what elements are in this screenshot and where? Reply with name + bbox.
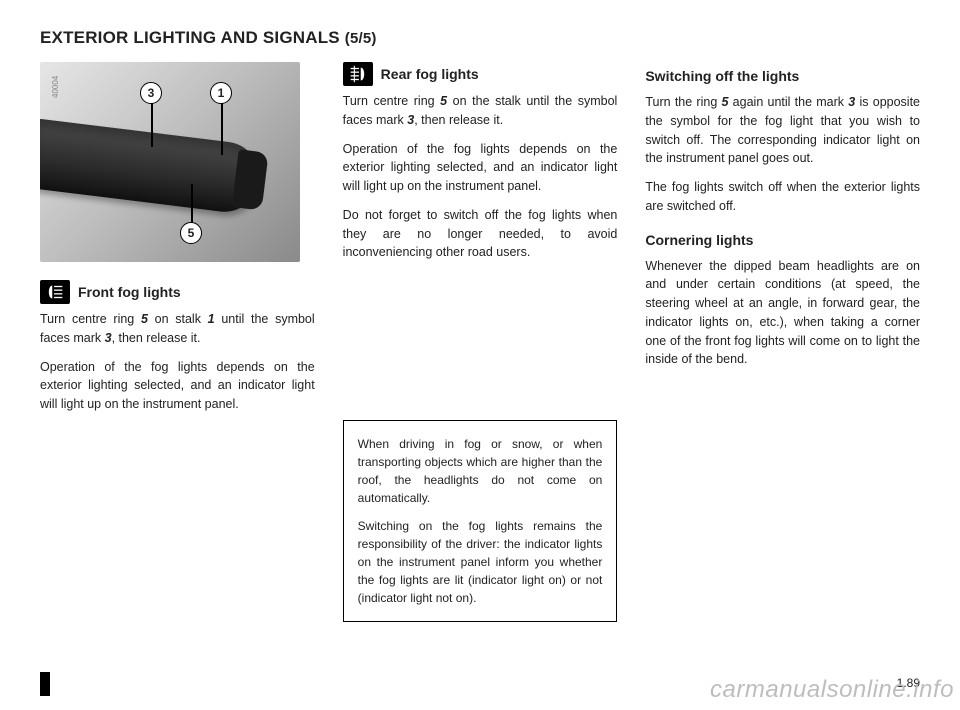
text: Turn the ring — [645, 95, 721, 109]
callout-5: 5 — [180, 222, 202, 244]
callout-line-3 — [151, 103, 153, 147]
content-columns: 40004 3 1 5 Front fog lights Turn centre… — [40, 62, 920, 622]
front-fog-p1: Turn centre ring 5 on stalk 1 until the … — [40, 310, 315, 348]
photo-code: 40004 — [50, 76, 62, 98]
column-2-inner: Rear fog lights Turn centre ring 5 on th… — [343, 62, 618, 622]
warning-p2: Switching on the fog lights remains the … — [358, 517, 603, 607]
rear-fog-p3: Do not forget to switch off the fog ligh… — [343, 206, 618, 262]
text: on stalk — [148, 312, 208, 326]
rear-fog-heading: Rear fog lights — [381, 64, 479, 85]
manual-page: EXTERIOR LIGHTING AND SIGNALS (5/5) 4000… — [0, 0, 960, 710]
text: Turn centre ring — [40, 312, 141, 326]
callout-1: 1 — [210, 82, 232, 104]
front-fog-heading-row: Front fog lights — [40, 280, 315, 304]
front-fog-p2: Operation of the fog lights depends on t… — [40, 358, 315, 414]
callout-3: 3 — [140, 82, 162, 104]
rear-fog-heading-row: Rear fog lights — [343, 62, 618, 86]
callout-line-5 — [191, 184, 193, 224]
ref-3: 3 — [105, 331, 112, 345]
title-suffix: (5/5) — [345, 30, 377, 47]
stalk-photo: 40004 3 1 5 — [40, 62, 300, 262]
front-fog-heading: Front fog lights — [78, 282, 181, 303]
warning-box: When driving in fog or snow, or when tra… — [343, 420, 618, 622]
cornering-heading: Cornering lights — [645, 230, 920, 251]
column-2: Rear fog lights Turn centre ring 5 on th… — [343, 62, 618, 622]
text: , then release it. — [414, 113, 503, 127]
switch-off-p2: The fog lights switch off when the exter… — [645, 178, 920, 216]
ref-5: 5 — [141, 312, 148, 326]
title-text: EXTERIOR LIGHTING AND SIGNALS — [40, 28, 345, 47]
text: Turn centre ring — [343, 94, 441, 108]
text: again until the mark — [728, 95, 848, 109]
page-title: EXTERIOR LIGHTING AND SIGNALS (5/5) — [40, 28, 920, 48]
column-3: Switching off the lights Turn the ring 5… — [645, 62, 920, 622]
callout-line-1 — [221, 103, 223, 155]
rear-fog-p1: Turn centre ring 5 on the stalk until th… — [343, 92, 618, 130]
column-1: 40004 3 1 5 Front fog lights Turn centre… — [40, 62, 315, 622]
front-fog-icon — [40, 280, 70, 304]
cornering-p1: Whenever the dipped beam headlights are … — [645, 257, 920, 370]
switch-off-heading: Switching off the lights — [645, 66, 920, 87]
rear-fog-p2: Operation of the fog lights depends on t… — [343, 140, 618, 196]
switch-off-p1: Turn the ring 5 again until the mark 3 i… — [645, 93, 920, 168]
warning-p1: When driving in fog or snow, or when tra… — [358, 435, 603, 507]
rear-fog-icon — [343, 62, 373, 86]
text: , then release it. — [112, 331, 201, 345]
ref-1: 1 — [208, 312, 215, 326]
footer-mark — [40, 672, 50, 696]
page-number: 1.89 — [897, 676, 920, 690]
